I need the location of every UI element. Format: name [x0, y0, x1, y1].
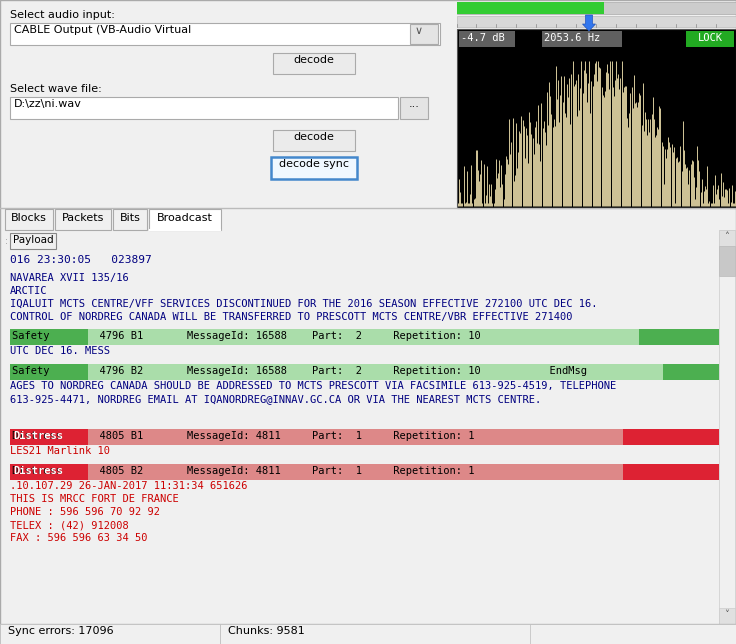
- Text: Payload: Payload: [13, 235, 54, 245]
- Text: THIS IS MRCC FORT DE FRANCE: THIS IS MRCC FORT DE FRANCE: [10, 494, 179, 504]
- Bar: [55, 209, 111, 230]
- Text: ∨: ∨: [415, 26, 423, 36]
- Text: UTC DEC 16. MESS: UTC DEC 16. MESS: [10, 346, 110, 356]
- Bar: [10, 464, 719, 480]
- FancyArrow shape: [582, 15, 595, 31]
- Text: LES21 Marlink 10: LES21 Marlink 10: [10, 446, 110, 456]
- Text: Chunks: 9581: Chunks: 9581: [228, 626, 305, 636]
- Bar: [10, 429, 88, 445]
- Bar: [273, 130, 355, 151]
- Bar: [457, 29, 736, 208]
- Bar: [10, 329, 88, 345]
- Text: Packets: Packets: [62, 213, 105, 223]
- Text: Distress      4805 B1       MessageId: 4811     Part:  1     Repetition: 1: Distress 4805 B1 MessageId: 4811 Part: 1…: [12, 431, 475, 441]
- Bar: [149, 209, 221, 230]
- Text: Bits: Bits: [119, 213, 141, 223]
- Bar: [400, 97, 428, 119]
- Text: decode: decode: [294, 55, 334, 65]
- Text: decode sync: decode sync: [279, 159, 349, 169]
- Text: D:\zz\ni.wav: D:\zz\ni.wav: [14, 99, 82, 109]
- Bar: [719, 230, 735, 624]
- Bar: [271, 157, 357, 179]
- Bar: [719, 230, 735, 246]
- Bar: [273, 53, 355, 74]
- Text: Safety        4796 B2       MessageId: 16588    Part:  2     Repetition: 10     : Safety 4796 B2 MessageId: 16588 Part: 2 …: [12, 366, 587, 376]
- Bar: [0, 624, 736, 644]
- Bar: [10, 23, 440, 45]
- Text: 2053.6 Hz: 2053.6 Hz: [544, 33, 601, 43]
- Text: Distress: Distress: [13, 431, 63, 441]
- Text: Select audio input:: Select audio input:: [10, 10, 115, 20]
- Bar: [10, 233, 56, 249]
- Bar: [220, 624, 530, 644]
- Bar: [686, 31, 734, 47]
- Text: TELEX : (42) 912008: TELEX : (42) 912008: [10, 520, 129, 530]
- Bar: [459, 31, 515, 47]
- Text: ...: ...: [408, 99, 420, 109]
- Bar: [410, 24, 438, 44]
- Bar: [0, 624, 220, 644]
- Text: ˄: ˄: [724, 232, 729, 242]
- Bar: [10, 429, 719, 445]
- Bar: [719, 246, 735, 276]
- Text: NAVAREA XVII 135/16: NAVAREA XVII 135/16: [10, 273, 129, 283]
- Text: CABLE Output (VB-Audio Virtual: CABLE Output (VB-Audio Virtual: [14, 25, 191, 35]
- Bar: [623, 429, 719, 445]
- Bar: [542, 31, 622, 47]
- Bar: [10, 464, 88, 480]
- Text: LOCK: LOCK: [698, 33, 723, 43]
- Text: PHONE : 596 596 70 92 92: PHONE : 596 596 70 92 92: [10, 507, 160, 517]
- Text: Select wave file:: Select wave file:: [10, 84, 102, 94]
- Text: Broadcast: Broadcast: [157, 213, 213, 223]
- Bar: [639, 329, 719, 345]
- Bar: [10, 364, 88, 380]
- Text: :: :: [5, 237, 8, 246]
- Bar: [457, 2, 604, 14]
- Text: 613-925-4471, NORDREG EMAIL AT IQANORDREG@INNAV.GC.CA OR VIA THE NEAREST MCTS CE: 613-925-4471, NORDREG EMAIL AT IQANORDRE…: [10, 394, 541, 404]
- Bar: [10, 329, 719, 345]
- Text: FAX : 596 596 63 34 50: FAX : 596 596 63 34 50: [10, 533, 147, 543]
- Bar: [663, 364, 719, 380]
- Text: Safety        4796 B1       MessageId: 16588    Part:  2     Repetition: 10: Safety 4796 B1 MessageId: 16588 Part: 2 …: [12, 331, 481, 341]
- Bar: [457, 2, 736, 14]
- Text: ˅: ˅: [724, 610, 729, 620]
- Bar: [719, 608, 735, 624]
- Bar: [5, 209, 53, 230]
- Bar: [10, 364, 719, 380]
- Text: IQALUIT MCTS CENTRE/VFF SERVICES DISCONTINUED FOR THE 2016 SEASON EFFECTIVE 2721: IQALUIT MCTS CENTRE/VFF SERVICES DISCONT…: [10, 299, 598, 309]
- Text: 016 23:30:05   023897: 016 23:30:05 023897: [10, 255, 152, 265]
- Text: Sync errors: 17096: Sync errors: 17096: [8, 626, 113, 636]
- Text: Distress      4805 B2       MessageId: 4811     Part:  1     Repetition: 1: Distress 4805 B2 MessageId: 4811 Part: 1…: [12, 466, 475, 476]
- Bar: [0, 230, 719, 624]
- Text: AGES TO NORDREG CANADA SHOULD BE ADDRESSED TO MCTS PRESCOTT VIA FACSIMILE 613-92: AGES TO NORDREG CANADA SHOULD BE ADDRESS…: [10, 381, 616, 391]
- Bar: [113, 209, 147, 230]
- Text: Blocks: Blocks: [11, 213, 47, 223]
- Bar: [10, 97, 398, 119]
- Bar: [457, 16, 736, 27]
- Text: decode: decode: [294, 132, 334, 142]
- Text: .10.107.29 26-JAN-2017 11:31:34 651626: .10.107.29 26-JAN-2017 11:31:34 651626: [10, 481, 247, 491]
- Text: Distress: Distress: [13, 466, 63, 476]
- Bar: [623, 464, 719, 480]
- Text: -4.7 dB: -4.7 dB: [461, 33, 505, 43]
- Text: CONTROL OF NORDREG CANADA WILL BE TRANSFERRED TO PRESCOTT MCTS CENTRE/VBR EFFECT: CONTROL OF NORDREG CANADA WILL BE TRANSF…: [10, 312, 573, 322]
- Text: ARCTIC: ARCTIC: [10, 286, 48, 296]
